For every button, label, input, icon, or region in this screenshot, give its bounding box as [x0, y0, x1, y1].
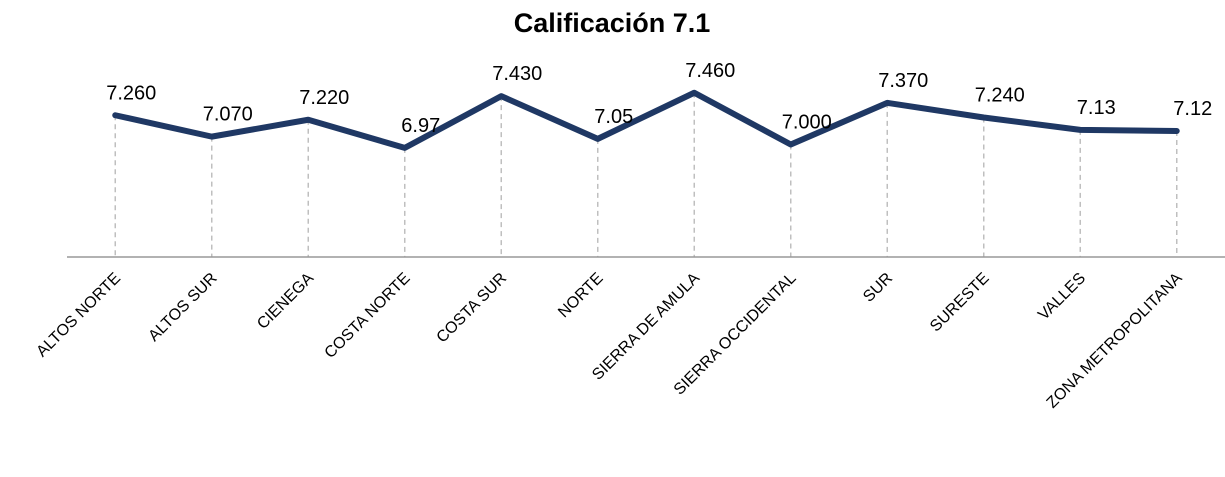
- line-series: [112, 89, 1180, 151]
- data-label: 7.260: [106, 82, 156, 104]
- data-label: 7.240: [975, 85, 1025, 107]
- data-label: 7.430: [492, 63, 542, 85]
- data-label: 7.12: [1173, 98, 1212, 120]
- data-label: 7.070: [203, 104, 253, 126]
- x-tick-label: SURESTE: [927, 270, 992, 335]
- data-label: 7.460: [685, 60, 735, 82]
- x-tick-label: VALLES: [1035, 270, 1089, 324]
- x-tick-label: ALTOS NORTE: [33, 270, 124, 361]
- x-tick-label: SIERRA DE AMULA: [589, 270, 703, 384]
- data-label: 7.05: [594, 106, 633, 128]
- data-label: 7.13: [1077, 97, 1116, 119]
- x-tick-label: SUR: [860, 270, 896, 306]
- data-label: 7.000: [782, 112, 832, 134]
- data-label: 6.97: [401, 115, 440, 137]
- chart-title: Calificación 7.1: [514, 8, 711, 38]
- x-tick-label: COSTA SUR: [434, 270, 511, 347]
- data-label: 7.220: [299, 87, 349, 109]
- data-label: 7.370: [878, 70, 928, 92]
- x-tick-label: CIENEGA: [254, 270, 317, 333]
- x-tick-label: COSTA NORTE: [322, 270, 414, 362]
- x-tick-label: NORTE: [555, 270, 606, 321]
- x-tick-label: ALTOS SUR: [145, 270, 220, 345]
